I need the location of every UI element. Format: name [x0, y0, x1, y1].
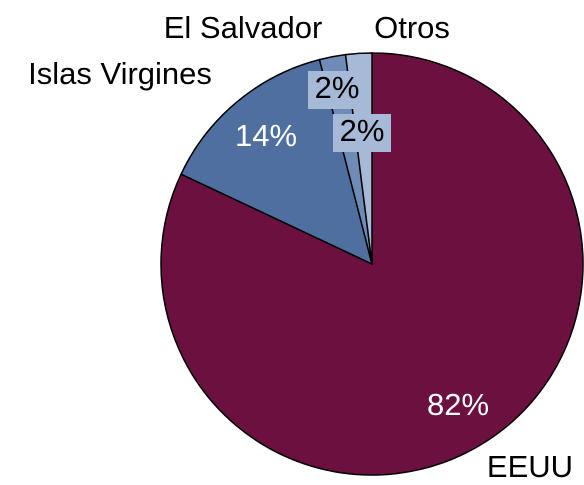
category-label: Islas Virgines: [28, 56, 212, 91]
value-label: 2%: [340, 113, 385, 148]
category-label: El Salvador: [164, 10, 323, 45]
label-box: [333, 114, 391, 152]
label-box: [308, 71, 366, 109]
category-label: EEUU: [487, 449, 573, 484]
value-label: 14%: [235, 118, 297, 153]
value-label: 82%: [427, 387, 489, 422]
category-label: Otros: [374, 10, 450, 45]
pie-slice: [180, 58, 374, 266]
value-label: 2%: [315, 70, 360, 105]
